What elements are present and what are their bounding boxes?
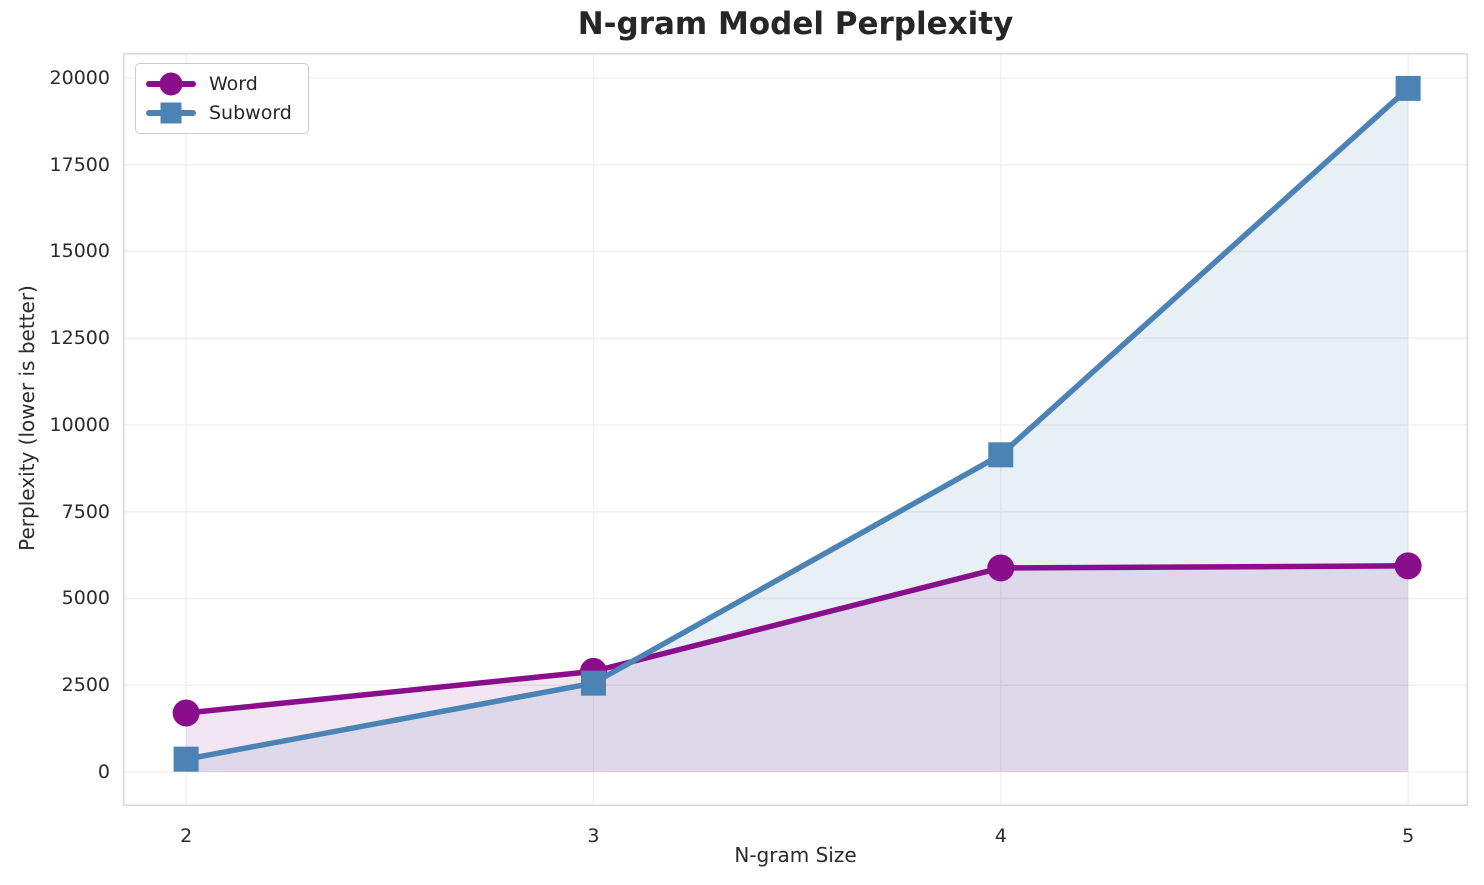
y-axis-tick-label: 12500 <box>49 327 110 350</box>
x-axis-tick-label: 5 <box>1402 825 1415 847</box>
legend-item-word: Word <box>146 70 292 98</box>
y-axis-tick-label: 7500 <box>61 500 110 523</box>
subword-data-point-marker <box>988 442 1014 468</box>
x-axis-label: N-gram Size <box>734 843 857 867</box>
word-data-point-marker <box>987 554 1015 582</box>
legend-label-word: Word <box>209 73 258 95</box>
y-axis-tick-label: 5000 <box>61 587 110 610</box>
subword-area-fill <box>186 88 1409 772</box>
y-axis-tick-label: 0 <box>97 760 110 783</box>
legend: Word Subword <box>135 63 309 134</box>
subword-data-point-marker <box>1395 75 1421 101</box>
word-marker-swatch <box>159 72 183 96</box>
word-data-point-marker <box>172 699 200 727</box>
word-line <box>183 563 1411 716</box>
subword-line <box>183 85 1411 762</box>
word-area-fill <box>186 565 1409 772</box>
legend-item-subword: Subword <box>146 99 292 127</box>
y-axis-tick-label: 15000 <box>49 240 110 263</box>
y-axis-tick-label: 17500 <box>49 153 110 176</box>
y-axis-tick-label: 2500 <box>61 674 110 697</box>
word-data-point-marker <box>1394 552 1422 580</box>
subword-marker-swatch <box>160 102 182 124</box>
word-circle-marker-icon <box>146 71 196 97</box>
chart-canvas <box>123 53 1468 806</box>
x-axis-tick-label: 3 <box>587 825 600 847</box>
plot-area: Word Subword <box>123 53 1468 806</box>
subword-square-marker-icon <box>146 100 196 126</box>
y-axis-tick-label: 10000 <box>49 413 110 436</box>
y-axis-tick-label: 20000 <box>49 66 110 89</box>
plot-border <box>123 53 1468 806</box>
legend-label-subword: Subword <box>209 102 292 124</box>
subword-data-point-marker <box>173 746 199 772</box>
x-axis-tick-label: 2 <box>180 825 193 847</box>
x-axis-tick-label: 4 <box>994 825 1007 847</box>
chart-title: N-gram Model Perplexity <box>577 6 1014 42</box>
subword-data-point-marker <box>580 670 606 696</box>
